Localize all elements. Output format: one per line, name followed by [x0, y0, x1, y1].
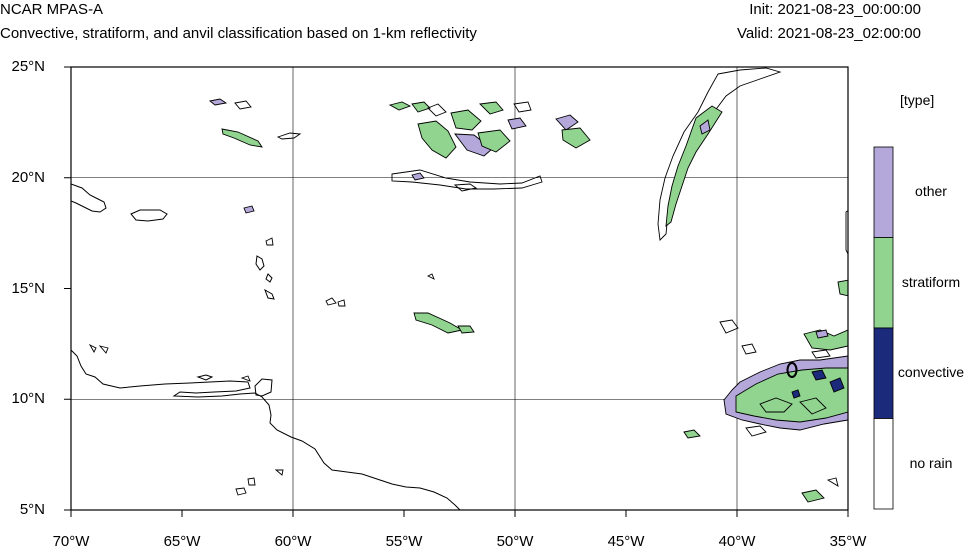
model-title: NCAR MPAS-A: [0, 1, 104, 18]
precip-band-north: [208, 98, 591, 192]
x-tick-label-6: 40°W: [718, 533, 756, 550]
map-content: [71, 67, 848, 510]
init-time: Init: 2021-08-23_00:00:00: [749, 1, 921, 18]
legend-colorbar: [873, 146, 894, 510]
y-tick-label-0: 25°N: [11, 58, 45, 75]
precip-complex-southeast: [723, 329, 848, 437]
y-tick-label-1: 20°N: [11, 168, 45, 186]
contour-label-zero: [786, 362, 798, 378]
coastline-puerto-rico: [130, 209, 168, 222]
legend-label-0: other: [915, 183, 947, 200]
x-tick-label-2: 60°W: [274, 533, 312, 550]
coastline-trinidad: [254, 378, 273, 397]
precip-scattered-cells: [88, 205, 839, 503]
plot-description: Convective, stratiform, and anvil classi…: [0, 25, 477, 42]
legend-label-1: stratiform: [901, 273, 961, 290]
plot-frame: [70, 66, 849, 511]
y-tick-label-2: 15°N: [11, 279, 45, 297]
coastline-small-antilles: [255, 255, 275, 300]
x-tick-label-1: 65°W: [163, 533, 201, 550]
x-tick-label-3: 55°W: [385, 533, 423, 550]
coastline-hispaniola: [71, 183, 107, 213]
legend-swatch-0: [873, 146, 894, 238]
y-tick-label-3: 10°N: [11, 390, 45, 408]
legend-swatch-3: [873, 418, 894, 510]
legend-title: [type]: [900, 92, 935, 108]
precip-band-northeast: [657, 67, 848, 297]
legend-swatch-2: [873, 327, 894, 419]
gridlines: [71, 67, 848, 510]
coastline-south-america: [71, 349, 461, 510]
x-tick-label-0: 70°W: [52, 533, 90, 550]
axis-ticks: [64, 66, 849, 517]
coastline-tobago: [196, 374, 214, 381]
x-tick-label-7: 35°W: [829, 533, 867, 550]
legend-label-3: no rain: [909, 454, 953, 471]
valid-time: Valid: 2021-08-23_02:00:00: [736, 25, 921, 42]
y-tick-label-4: 5°N: [19, 501, 45, 518]
legend-swatch-1: [873, 237, 894, 329]
legend-label-2: convective: [897, 364, 965, 381]
x-tick-label-4: 50°W: [496, 533, 534, 550]
x-tick-label-5: 45°W: [607, 533, 645, 550]
